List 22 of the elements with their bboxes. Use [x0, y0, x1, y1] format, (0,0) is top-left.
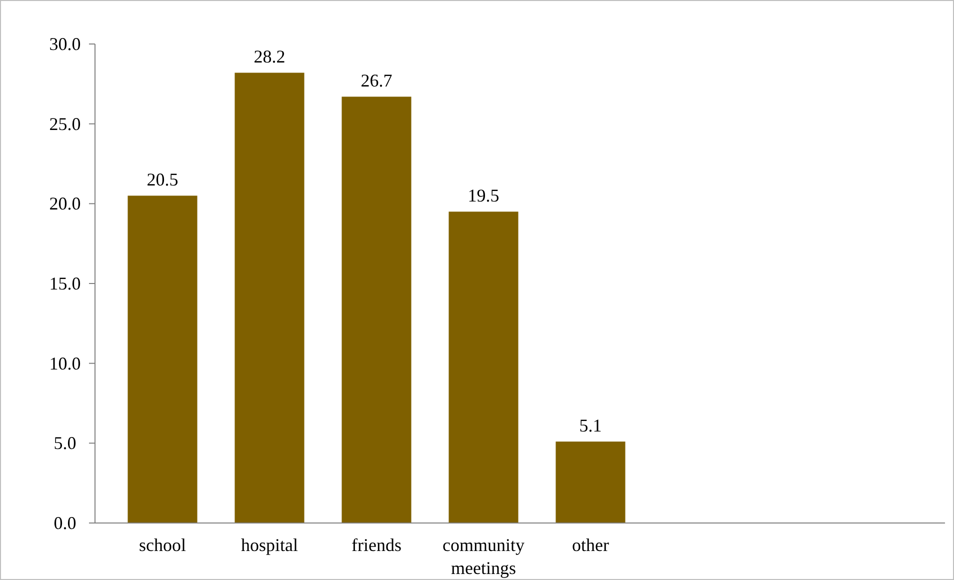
bar: [448, 212, 518, 523]
x-tick-label: hospital: [241, 535, 298, 555]
y-tick-label: 5.0: [54, 433, 76, 454]
x-tick-label: community meetings: [442, 535, 524, 578]
y-tick-label: 15.0: [49, 274, 81, 294]
bar: [128, 196, 198, 523]
y-tick-label: 25.0: [49, 114, 81, 134]
data-label: 28.2: [254, 46, 286, 67]
y-tick-label: 10.0: [49, 353, 81, 374]
y-tick-label: 0.0: [54, 513, 76, 533]
y-tick-label: 20.0: [49, 194, 81, 214]
data-label: 5.1: [579, 416, 602, 436]
data-label: 26.7: [360, 70, 392, 91]
bar: [342, 96, 412, 523]
data-label: 19.5: [468, 186, 500, 206]
y-tick-label: 30.0: [49, 34, 81, 54]
x-tick-label: school: [139, 535, 186, 555]
x-tick-label: other: [572, 535, 609, 555]
bar: [556, 442, 626, 523]
data-label: 20.5: [146, 170, 178, 190]
bar: [234, 72, 304, 523]
x-tick-label: friends: [352, 535, 402, 555]
